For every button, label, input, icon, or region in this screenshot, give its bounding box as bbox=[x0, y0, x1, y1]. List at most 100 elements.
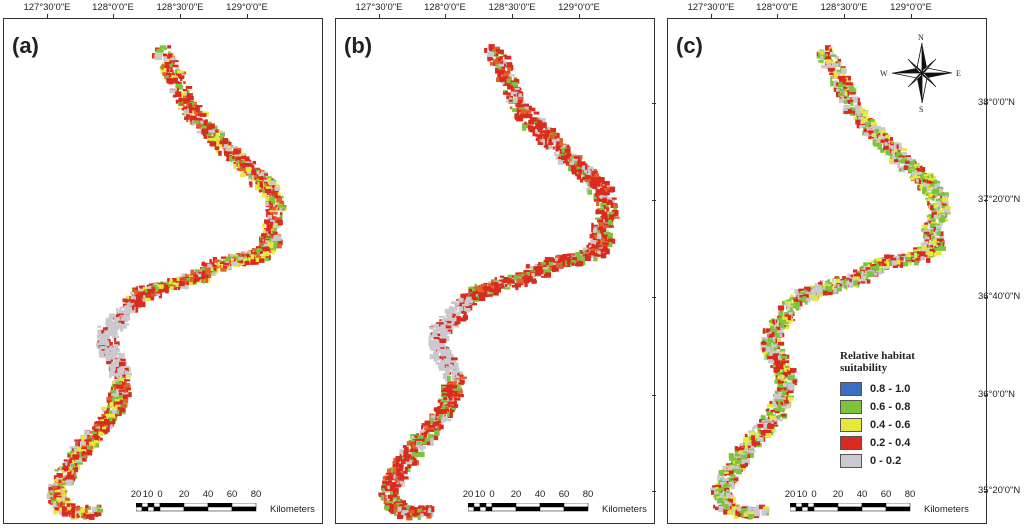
habitat-cell bbox=[932, 239, 937, 245]
habitat-cell bbox=[399, 481, 405, 487]
habitat-cell bbox=[843, 93, 847, 96]
habitat-cell bbox=[923, 184, 928, 187]
habitat-cell bbox=[861, 118, 868, 123]
habitat-cell bbox=[75, 507, 83, 511]
habitat-cell bbox=[179, 281, 185, 287]
habitat-cell bbox=[780, 413, 787, 417]
habitat-cell bbox=[124, 384, 131, 390]
habitat-cell bbox=[590, 240, 597, 245]
habitat-cell bbox=[108, 372, 112, 378]
habitat-cell bbox=[103, 332, 108, 337]
habitat-cell bbox=[506, 62, 513, 68]
habitat-cell bbox=[104, 350, 111, 355]
habitat-cell bbox=[790, 368, 797, 373]
habitat-cell bbox=[765, 346, 771, 353]
habitat-cell bbox=[595, 189, 601, 194]
habitat-cell bbox=[120, 324, 127, 329]
habitat-cell bbox=[420, 513, 424, 518]
habitat-cell bbox=[779, 414, 782, 418]
habitat-cell bbox=[200, 120, 206, 125]
habitat-cell bbox=[843, 104, 851, 109]
habitat-cell bbox=[602, 195, 609, 199]
habitat-cell bbox=[412, 439, 420, 444]
habitat-cell bbox=[603, 205, 606, 209]
habitat-cell bbox=[811, 292, 816, 295]
habitat-cell bbox=[414, 507, 419, 513]
habitat-cell bbox=[524, 282, 528, 287]
habitat-cell bbox=[589, 168, 592, 174]
habitat-cell bbox=[923, 177, 928, 181]
habitat-cell bbox=[814, 293, 821, 296]
habitat-cell bbox=[494, 49, 499, 56]
habitat-cell bbox=[74, 463, 78, 469]
habitat-cell bbox=[107, 334, 111, 341]
habitat-cell bbox=[218, 136, 224, 141]
habitat-cell bbox=[50, 490, 53, 493]
habitat-cell bbox=[421, 441, 427, 445]
habitat-cell bbox=[445, 365, 448, 369]
habitat-cell bbox=[500, 60, 505, 64]
habitat-cell bbox=[85, 511, 91, 515]
habitat-cell bbox=[453, 397, 461, 401]
habitat-cell bbox=[556, 141, 563, 147]
habitat-cell bbox=[843, 96, 847, 100]
habitat-cell bbox=[279, 202, 285, 205]
habitat-cell bbox=[890, 257, 897, 261]
habitat-cell bbox=[778, 327, 784, 334]
habitat-cell bbox=[70, 446, 77, 449]
longitude-tick bbox=[711, 14, 712, 19]
habitat-cell bbox=[383, 494, 389, 498]
habitat-cell bbox=[397, 515, 404, 520]
habitat-cell bbox=[825, 285, 833, 292]
habitat-cell bbox=[841, 88, 846, 92]
habitat-cell bbox=[429, 332, 435, 339]
habitat-cell bbox=[240, 160, 246, 167]
habitat-cell bbox=[537, 140, 544, 145]
habitat-cell bbox=[528, 110, 532, 114]
habitat-cell bbox=[513, 94, 516, 97]
habitat-cell bbox=[523, 278, 529, 284]
habitat-cell bbox=[67, 472, 72, 478]
habitat-cell bbox=[458, 311, 461, 316]
habitat-cell bbox=[938, 202, 942, 208]
habitat-cell bbox=[777, 341, 785, 346]
habitat-cell bbox=[864, 132, 868, 137]
habitat-cell bbox=[251, 170, 256, 176]
habitat-cell bbox=[601, 186, 608, 190]
habitat-cell bbox=[885, 134, 891, 140]
habitat-cell bbox=[208, 129, 216, 133]
habitat-cell bbox=[757, 424, 764, 428]
habitat-cell bbox=[595, 249, 598, 252]
habitat-cell bbox=[747, 440, 751, 443]
habitat-cell bbox=[785, 365, 790, 368]
habitat-cell bbox=[104, 327, 110, 331]
habitat-cell bbox=[880, 130, 886, 136]
habitat-cell bbox=[214, 129, 217, 136]
habitat-cell bbox=[565, 154, 570, 159]
habitat-cell bbox=[122, 387, 128, 394]
habitat-cell bbox=[926, 252, 934, 257]
habitat-cell bbox=[114, 352, 121, 356]
habitat-cell bbox=[850, 99, 854, 106]
habitat-cell bbox=[930, 183, 935, 187]
habitat-cell bbox=[110, 316, 113, 320]
habitat-cell bbox=[901, 253, 906, 256]
habitat-cell bbox=[169, 60, 175, 65]
habitat-cell bbox=[438, 366, 445, 371]
habitat-cell bbox=[839, 282, 842, 287]
habitat-cell bbox=[924, 231, 930, 235]
habitat-cell bbox=[202, 262, 210, 266]
habitat-cell bbox=[595, 231, 598, 234]
habitat-cell bbox=[393, 499, 396, 503]
habitat-cell bbox=[396, 472, 403, 477]
habitat-cell bbox=[180, 284, 187, 289]
habitat-cell bbox=[862, 116, 867, 119]
habitat-cell bbox=[591, 177, 599, 181]
longitude-label: 128°0'0"E bbox=[424, 2, 466, 13]
habitat-cell bbox=[172, 80, 178, 84]
habitat-cell bbox=[559, 141, 563, 147]
habitat-cell bbox=[182, 112, 185, 116]
longitude-label: 128°30'0"E bbox=[156, 2, 204, 13]
habitat-cell bbox=[910, 173, 915, 176]
habitat-cell bbox=[881, 136, 886, 140]
